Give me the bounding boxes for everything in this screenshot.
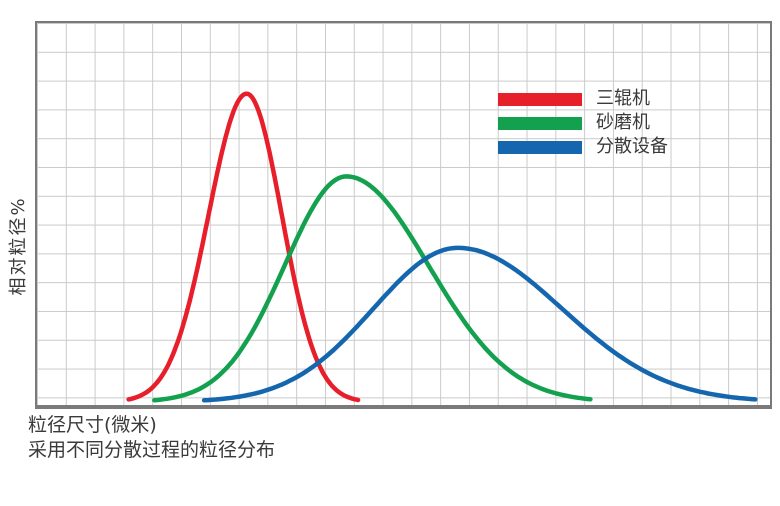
legend-item-dispersion-equipment: 分散设备: [498, 135, 668, 159]
legend-item-three-roll-mill: 三辊机: [498, 87, 668, 111]
legend-swatch-blue: [498, 140, 582, 154]
legend-swatch-red: [498, 92, 582, 106]
x-axis-label: 粒径尺寸(微米): [28, 414, 157, 436]
plot-area: 三辊机 砂磨机 分散设备: [35, 21, 772, 409]
legend: 三辊机 砂磨机 分散设备: [498, 87, 668, 159]
legend-label: 分散设备: [596, 136, 668, 157]
legend-label: 砂磨机: [596, 112, 650, 133]
legend-label: 三辊机: [596, 88, 650, 109]
distribution-curves: [126, 91, 758, 403]
curve-三辊机: [126, 91, 361, 403]
legend-swatch-green: [498, 116, 582, 130]
curve-砂磨机: [152, 174, 593, 403]
curve-分散设备: [201, 245, 758, 403]
chart-caption: 采用不同分散过程的粒径分布: [28, 439, 276, 461]
legend-item-sand-mill: 砂磨机: [498, 111, 668, 135]
axis-caption-block: 粒径尺寸(微米) 采用不同分散过程的粒径分布: [28, 413, 275, 463]
y-axis-label: 相对粒径%: [8, 196, 29, 296]
